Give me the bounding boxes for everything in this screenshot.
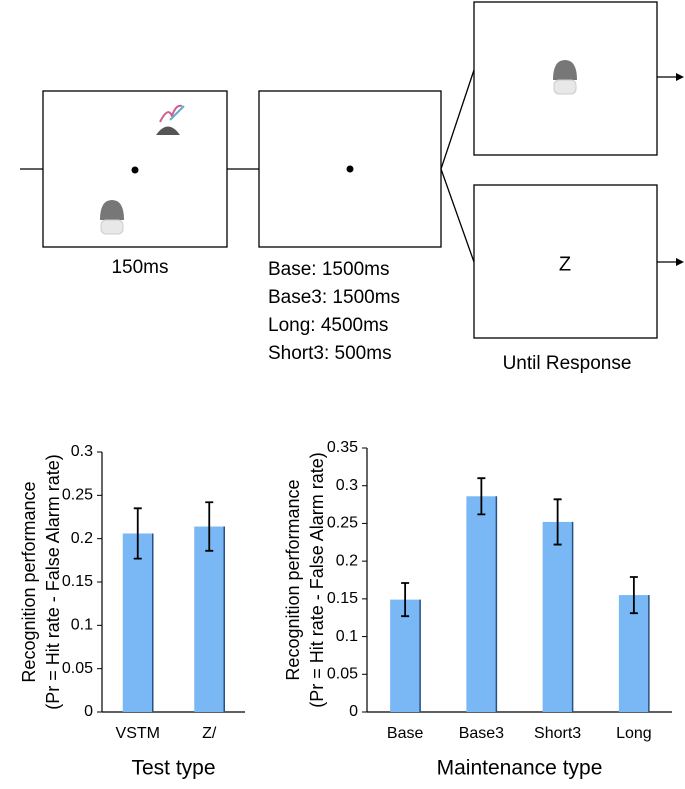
duration-label: Base: 1500ms [268,259,389,280]
y-tick-label: 0.25 [62,487,93,504]
duration-label: Short3: 500ms [268,343,392,364]
y-axis-label: (Pr = Hit rate - False Alarm rate) [307,452,327,708]
x-tick-label: Base [387,725,424,742]
x-axis-label: Test type [131,757,215,780]
x-tick-label: Z/ [202,725,217,742]
bar [618,595,649,712]
fixation [346,165,354,173]
y-tick-label: 0.05 [327,666,358,683]
object-icon [100,200,124,235]
x-tick-label: Base3 [459,725,504,742]
bar [542,521,573,712]
y-tick-label: 0.05 [62,660,93,677]
error-bar [401,582,410,618]
x-tick-label: Long [616,725,652,742]
duration-label: 150ms [111,257,168,278]
bar [122,533,153,712]
arrowhead [676,73,684,81]
error-bar [133,507,142,560]
error-bar [477,477,486,516]
y-tick-label: 0.2 [71,530,93,547]
y-tick-label: 0.3 [71,443,93,460]
y-tick-label: 0.15 [62,573,93,590]
diagram: 150ms Base: 1500ms Base3: 1500ms Long: 4… [20,1,684,374]
y-tick-label: 0.35 [327,439,358,456]
y-axis-label: (Pr = Hit rate - False Alarm rate) [43,454,63,710]
y-tick-label: 0.3 [336,477,358,494]
y-tick-label: 0.1 [336,628,358,645]
bar [466,496,497,712]
x-tick-label: Short3 [534,725,581,742]
y-tick-label: 0.1 [71,617,93,634]
probe-letter: Z [559,253,571,275]
connector [440,69,475,263]
error-bar [205,501,214,552]
fixation [131,166,139,174]
object-icon [156,104,185,135]
y-tick-label: 0 [84,703,93,720]
frame [473,184,658,339]
duration-label: Long: 4500ms [268,315,388,336]
duration-label: Base3: 1500ms [268,287,400,308]
bar [194,526,225,712]
error-bar [553,498,562,546]
error-bar [629,576,638,615]
bar [390,599,421,712]
y-tick-label: 0 [349,703,358,720]
y-tick-label: 0.2 [336,552,358,569]
y-axis-label: Recognition performance [19,481,39,682]
x-tick-label: VSTM [116,725,160,742]
y-axis-label: Recognition performance [283,479,303,680]
arrowhead [676,258,684,266]
y-tick-label: 0.15 [327,590,358,607]
object-icon [553,60,577,95]
y-tick-label: 0.25 [327,515,358,532]
x-axis-label: Maintenance type [437,757,603,780]
duration-label: Until Response [503,353,632,374]
